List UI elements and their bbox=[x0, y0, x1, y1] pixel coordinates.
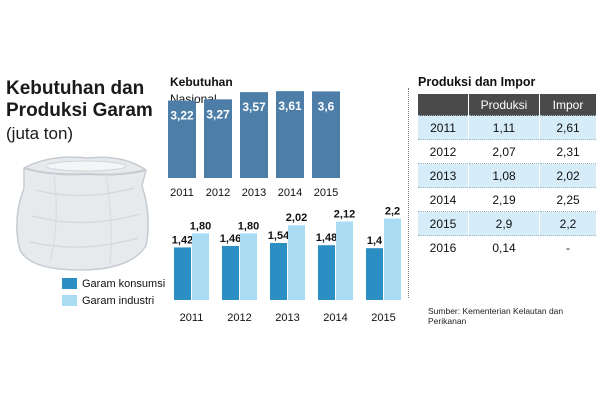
legend-item-industri: Garam industri bbox=[62, 292, 165, 309]
table-cell-impor: - bbox=[539, 235, 596, 259]
chart-top-title: Kebutuhan bbox=[170, 75, 233, 89]
bar-garam-konsumsi bbox=[222, 245, 239, 300]
data-label-garam-konsumsi: 1,4 bbox=[367, 235, 383, 247]
table-cell-year: 2016 bbox=[418, 235, 469, 259]
data-label-kebutuhan-nasional: 3,57 bbox=[242, 100, 266, 114]
tick-label-year: 2012 bbox=[227, 312, 251, 324]
table-row: 2016 0,14 - bbox=[418, 235, 596, 259]
tick-label-year: 2011 bbox=[180, 312, 204, 324]
table-cell-produksi: 1,08 bbox=[468, 163, 540, 188]
table-cell-impor: 2,02 bbox=[539, 163, 596, 188]
source-note: Sumber: Kementerian Kelautan dan Perikan… bbox=[428, 306, 564, 326]
data-label-garam-industri: 2,02 bbox=[286, 212, 307, 224]
data-label-garam-konsumsi: 1,48 bbox=[316, 232, 337, 244]
table-cell-impor: 2,61 bbox=[539, 115, 596, 140]
tick-label-year: 2014 bbox=[323, 312, 347, 324]
table-cell-year: 2014 bbox=[418, 187, 469, 212]
table-cell-impor: 2,2 bbox=[539, 211, 596, 236]
legend-label-konsumsi: Garam konsumsi bbox=[82, 277, 166, 290]
bar-garam-konsumsi bbox=[366, 248, 383, 300]
tick-label-year: 2014 bbox=[278, 187, 302, 199]
bar-kebutuhan-nasional bbox=[204, 99, 232, 178]
tick-label-year: 2011 bbox=[170, 187, 194, 199]
bar-garam-industri bbox=[384, 218, 401, 300]
divider bbox=[408, 88, 409, 298]
data-label-garam-industri: 1,80 bbox=[190, 220, 211, 232]
bar-kebutuhan-nasional bbox=[276, 91, 304, 178]
table-cell-produksi: 2,07 bbox=[468, 139, 540, 164]
table-cell-produksi: 2,9 bbox=[468, 211, 540, 236]
table-cell-produksi: 1,11 bbox=[468, 115, 540, 140]
legend-swatch-konsumsi bbox=[62, 278, 77, 289]
table-title: Produksi dan Impor bbox=[418, 75, 536, 89]
table-cell-year: 2012 bbox=[418, 139, 469, 164]
table-row: 2012 2,07 2,31 bbox=[418, 139, 596, 164]
legend-item-konsumsi: Garam konsumsi bbox=[62, 275, 165, 292]
production-import-table: Produksi Impor 2011 1,11 2,61 2012 2,07 … bbox=[418, 94, 596, 259]
data-label-kebutuhan-nasional: 3,22 bbox=[170, 109, 194, 123]
bar-kebutuhan-nasional bbox=[240, 92, 268, 178]
table-row: 2014 2,19 2,25 bbox=[418, 187, 596, 212]
table-cell-year: 2013 bbox=[418, 163, 469, 188]
tick-label-year: 2013 bbox=[242, 187, 266, 199]
bar-kebutuhan-nasional bbox=[312, 91, 340, 178]
table-header-impor: Impor bbox=[539, 94, 596, 116]
tick-label-year: 2013 bbox=[275, 312, 299, 324]
table-cell-impor: 2,31 bbox=[539, 139, 596, 164]
table-cell-produksi: 2,19 bbox=[468, 187, 540, 212]
bar-garam-konsumsi bbox=[318, 245, 335, 300]
legend-label-industri: Garam industri bbox=[82, 294, 155, 307]
tick-label-year: 2015 bbox=[314, 187, 338, 199]
bar-garam-industri bbox=[240, 233, 257, 300]
table-cell-year: 2011 bbox=[418, 115, 469, 140]
legend-swatch-industri bbox=[62, 295, 77, 306]
data-label-kebutuhan-nasional: 3,61 bbox=[278, 99, 302, 113]
page-title: Kebutuhan dan Produksi Garam bbox=[6, 78, 153, 121]
table-header-produksi: Produksi bbox=[468, 94, 540, 116]
data-label-kebutuhan-nasional: 3,27 bbox=[206, 107, 230, 121]
data-label-garam-konsumsi: 1,46 bbox=[220, 233, 241, 245]
table-cell-impor: 2,25 bbox=[539, 187, 596, 212]
bar-garam-konsumsi bbox=[270, 242, 287, 300]
table-header-year bbox=[418, 94, 469, 116]
table-cell-year: 2015 bbox=[418, 211, 469, 236]
salt-sack-icon bbox=[16, 156, 149, 271]
chart-legend: Garam konsumsi Garam industri bbox=[62, 275, 165, 309]
table-row: 2011 1,11 2,61 bbox=[418, 115, 596, 140]
unit-label: (juta ton) bbox=[6, 124, 74, 143]
table-row: 2013 1,08 2,02 bbox=[418, 163, 596, 188]
table-cell-produksi: 0,14 bbox=[468, 235, 540, 259]
data-label-garam-konsumsi: 1,42 bbox=[172, 234, 193, 246]
table-header-row: Produksi Impor bbox=[418, 94, 596, 116]
data-label-garam-industri: 1,80 bbox=[238, 220, 259, 232]
tick-label-year: 2012 bbox=[206, 187, 230, 199]
table-row: 2015 2,9 2,2 bbox=[418, 211, 596, 236]
data-label-garam-industri: 2,12 bbox=[334, 209, 355, 221]
bar-kebutuhan-nasional bbox=[168, 100, 196, 178]
data-label-garam-industri: 2,2 bbox=[385, 206, 400, 218]
tick-label-year: 2015 bbox=[371, 312, 395, 324]
data-label-garam-konsumsi: 1,54 bbox=[268, 230, 290, 242]
bar-garam-industri bbox=[336, 221, 353, 300]
bar-garam-industri bbox=[288, 225, 305, 300]
bar-garam-industri bbox=[192, 233, 209, 300]
data-label-kebutuhan-nasional: 3,6 bbox=[318, 99, 335, 113]
bar-garam-konsumsi bbox=[174, 247, 191, 300]
